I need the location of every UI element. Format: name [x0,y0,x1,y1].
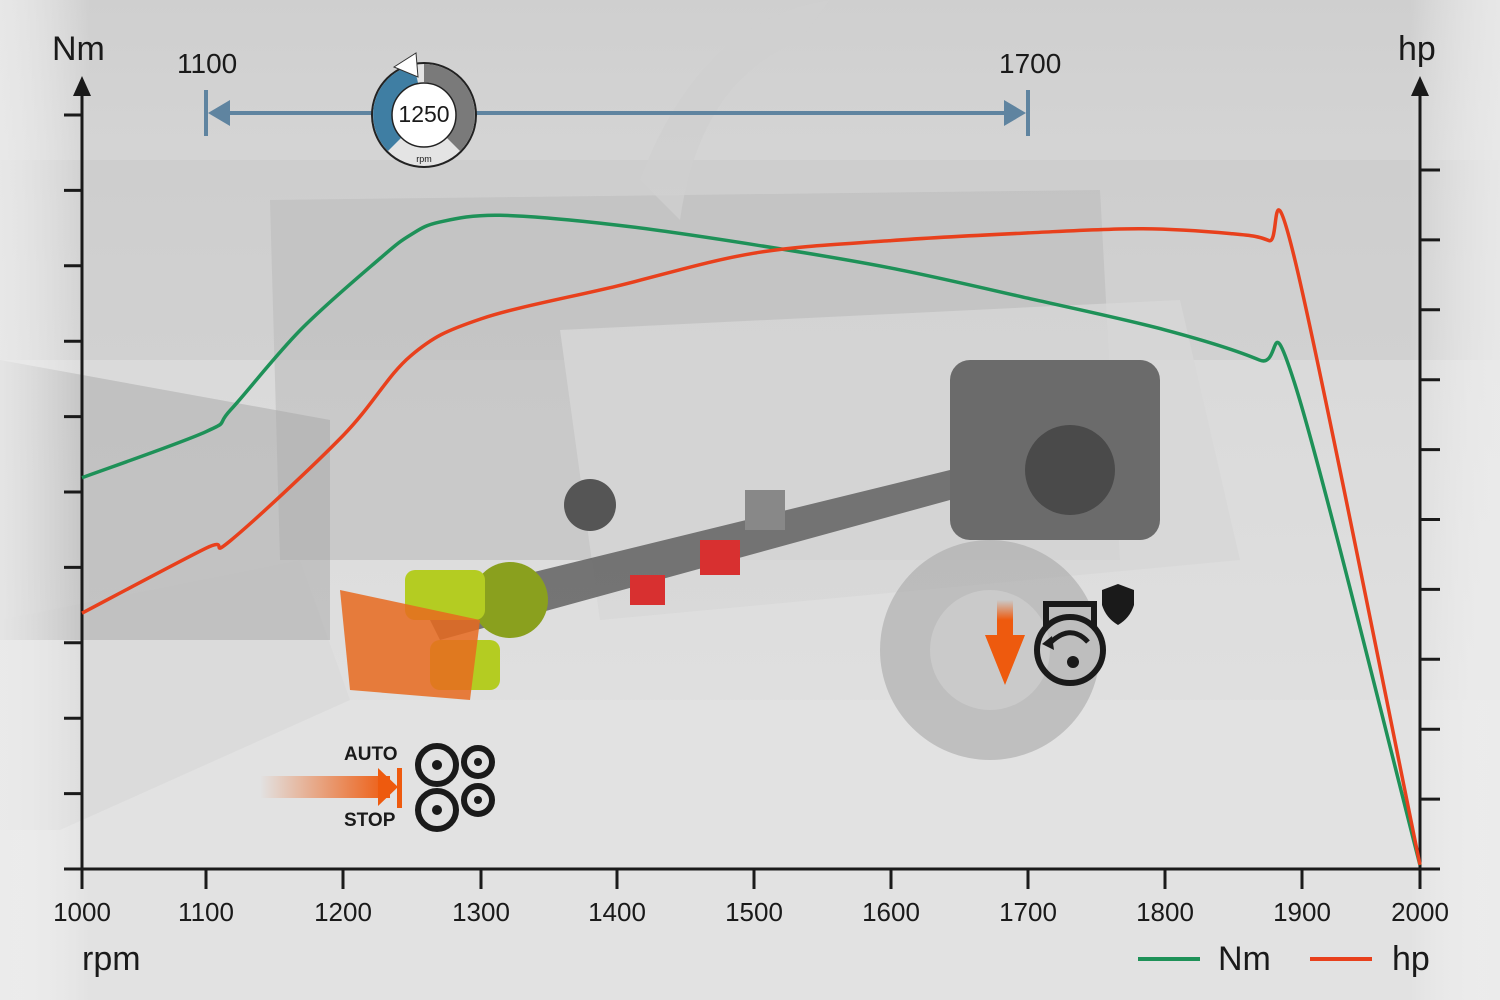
gauge-fill-arc [373,65,418,151]
x-tick-label: 1600 [862,897,920,927]
gauge-pointer-icon [392,52,419,78]
legend-label-hp: hp [1392,940,1430,978]
x-tick-label: 1800 [1136,897,1194,927]
left-axis-label: Nm [52,30,105,68]
x-axis-label: rpm [82,940,141,978]
legend-label-nm: Nm [1218,940,1271,978]
x-tick-label: 1700 [999,897,1057,927]
x-tick-label: 1200 [314,897,372,927]
range-start-label: 1100 [177,48,238,79]
x-tick-label: 1500 [725,897,783,927]
auto-stop-icon [260,743,495,832]
auto-label: AUTO [344,744,398,765]
stop-label: STOP [344,810,396,831]
x-tick-label: 1300 [452,897,510,927]
right-axis-label: hp [1398,30,1436,68]
series-line-nm [81,213,1422,866]
range-left-arrowhead [208,100,230,126]
x-tick-label: 1400 [588,897,646,927]
left-axis-arrowhead [73,76,91,96]
rpm-range-indicator [204,90,1030,136]
range-end-label: 1700 [999,48,1062,79]
x-tick-label: 1000 [53,897,111,927]
x-tick-label: 1100 [178,897,234,927]
gauge-value: 1250 [398,101,450,127]
shield-icon [1102,584,1134,625]
right-axis-arrowhead [1411,76,1429,96]
x-tick-label: 2000 [1391,897,1449,927]
gauge-rest-arc [424,64,475,151]
gauge-unit: rpm [416,154,432,164]
rpm-gauge [371,52,477,168]
series-line-hp [81,208,1422,866]
range-right-arrowhead [1004,100,1026,126]
x-tick-label: 1900 [1273,897,1331,927]
engine-load-icon [985,584,1134,686]
